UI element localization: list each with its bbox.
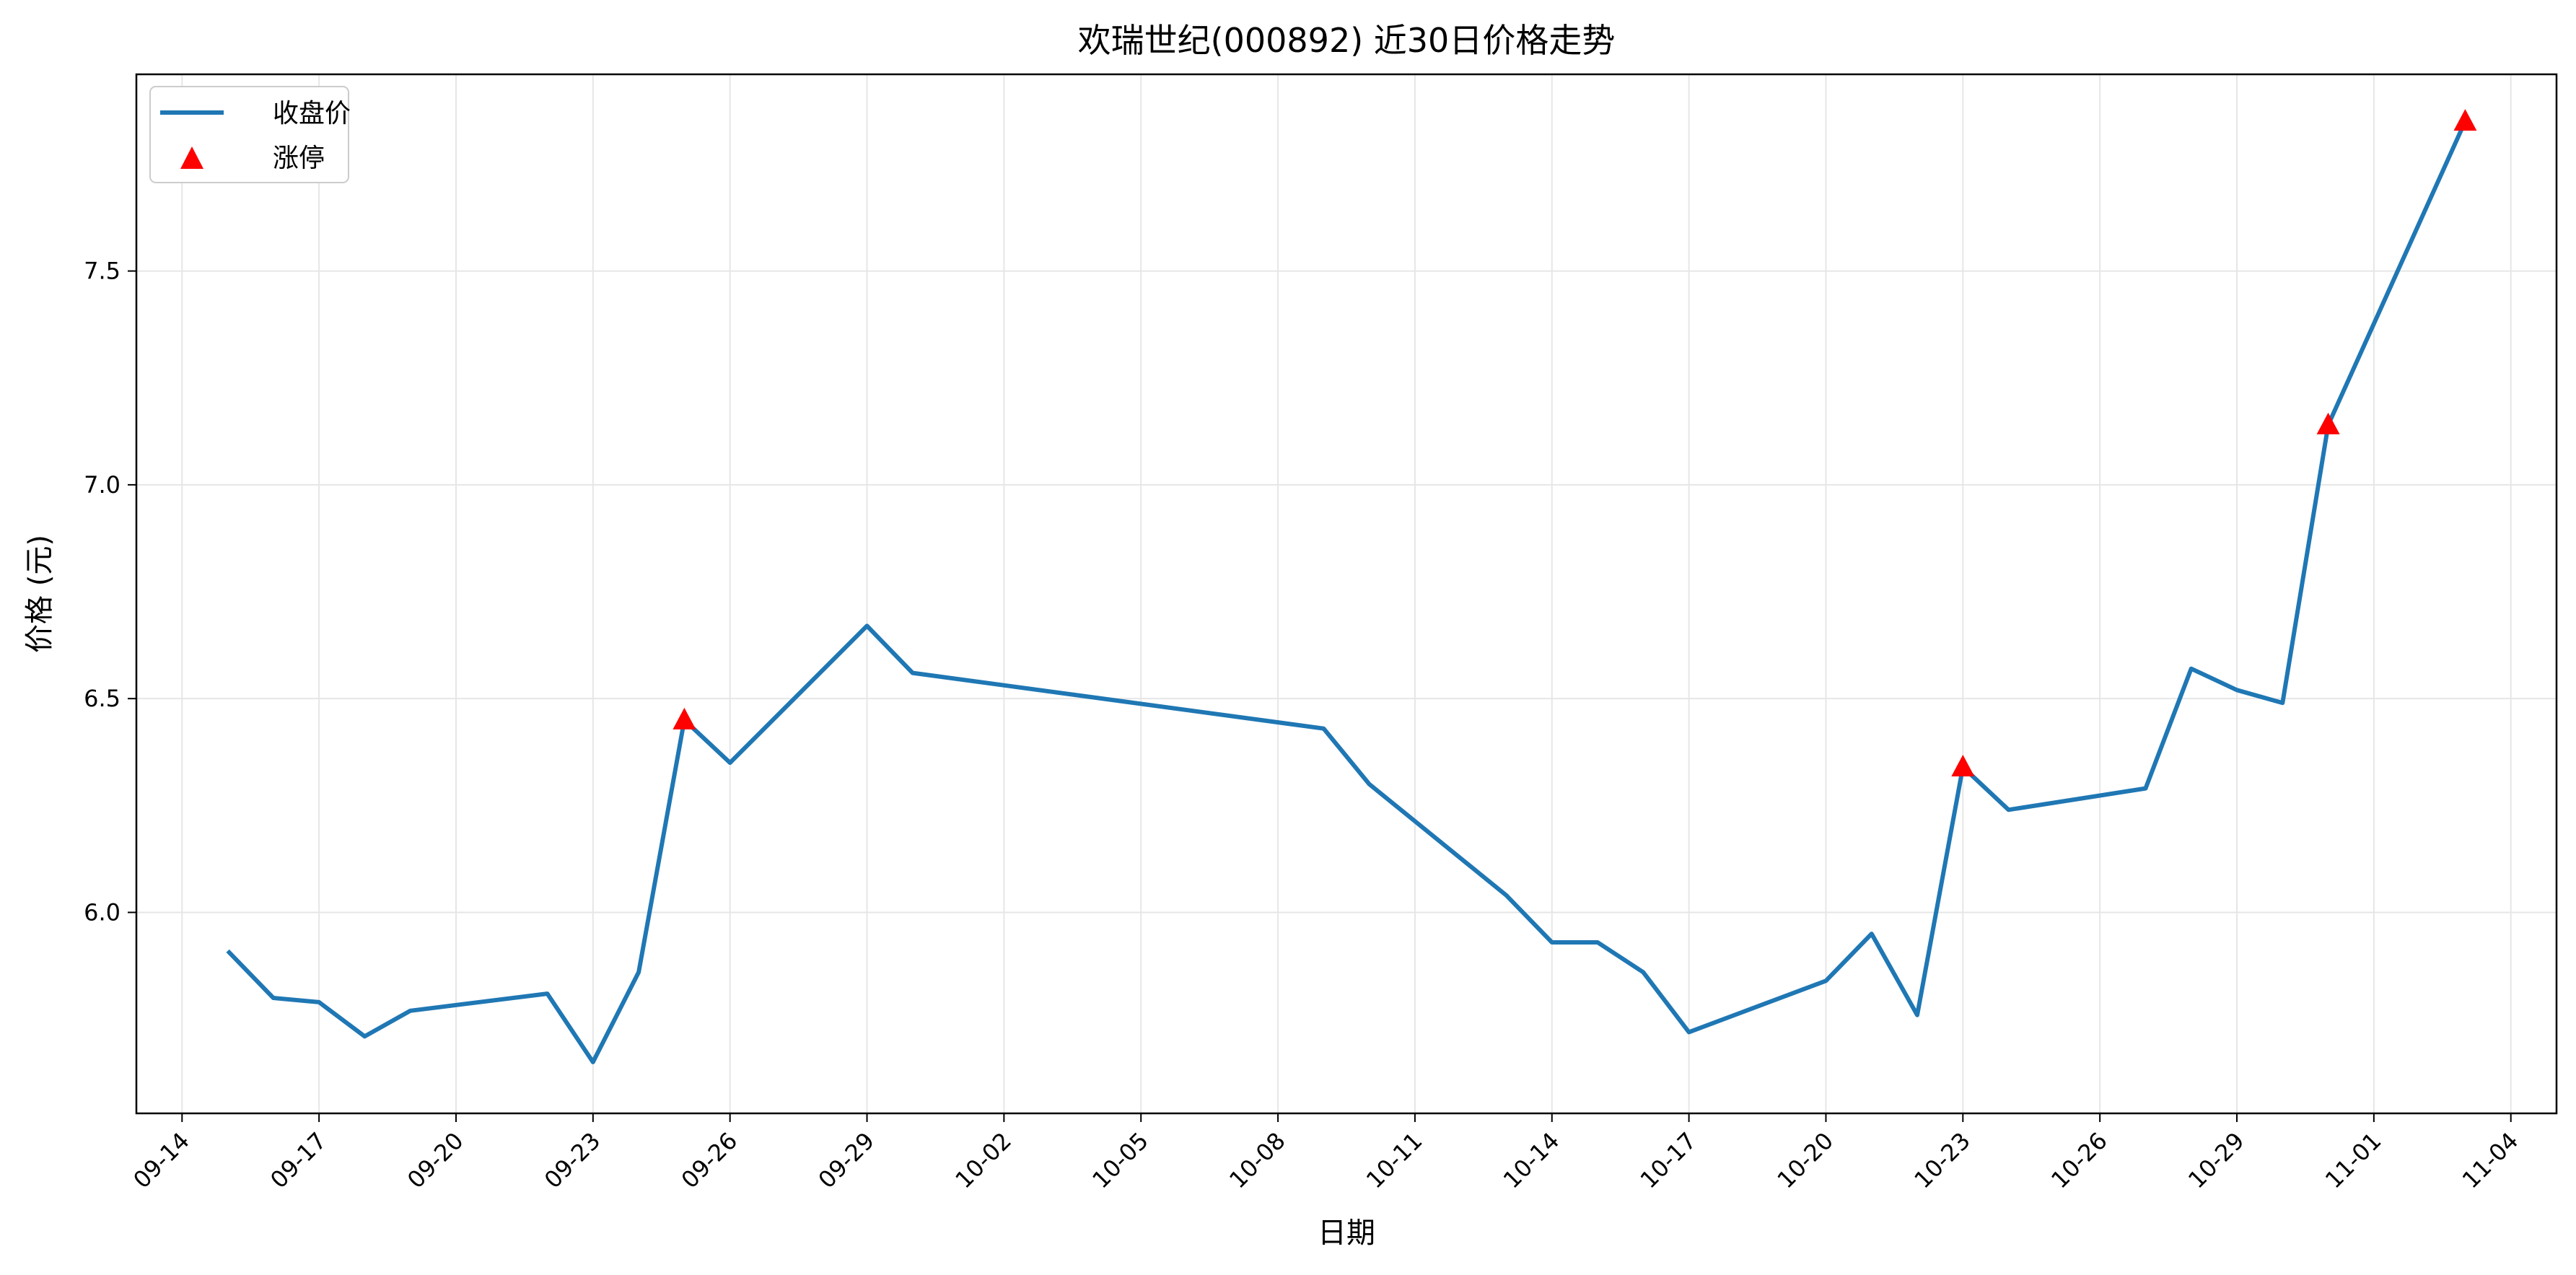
y-tick-label: 6.5 — [84, 685, 121, 712]
x-axis-label: 日期 — [1318, 1217, 1375, 1250]
plot-frame — [135, 73, 2558, 1115]
limit-up-marker — [2316, 412, 2340, 434]
grid — [136, 74, 2557, 1113]
y-tick-label: 7.0 — [84, 471, 121, 499]
y-axis-label: 价格 (元) — [23, 535, 56, 653]
limit-up-marker — [2453, 109, 2477, 131]
series-layer — [226, 109, 2477, 1064]
legend: 收盘价 涨停 — [149, 86, 351, 183]
y-axis: 6.0 6.5 7.0 7.5 — [84, 258, 136, 926]
limit-up-marker — [1951, 755, 1975, 776]
legend-entry-close: 收盘价 — [273, 99, 351, 128]
y-tick-label: 7.5 — [84, 258, 121, 285]
legend-entry-limit-up: 涨停 — [273, 144, 325, 173]
legend-triangle-marker — [180, 146, 203, 169]
chart-title: 欢瑞世纪(000892) 近30日价格走势 — [1078, 21, 1616, 60]
y-tick-label: 6.0 — [84, 898, 121, 926]
limit-up-marker — [673, 707, 696, 729]
close-price-line — [226, 120, 2468, 1064]
